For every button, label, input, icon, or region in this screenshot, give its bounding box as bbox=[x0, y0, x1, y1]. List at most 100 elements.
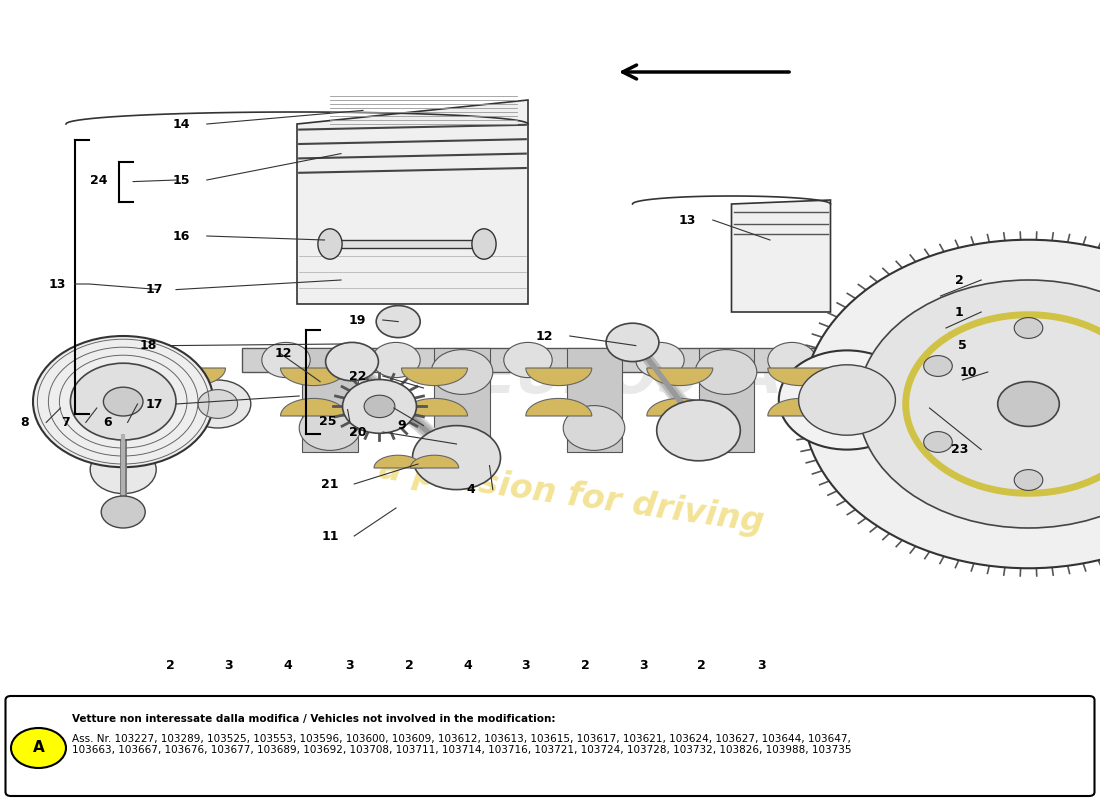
Circle shape bbox=[376, 306, 420, 338]
Circle shape bbox=[657, 400, 740, 461]
Circle shape bbox=[90, 446, 156, 494]
FancyBboxPatch shape bbox=[6, 696, 1094, 796]
Text: 14: 14 bbox=[173, 118, 190, 130]
Circle shape bbox=[326, 342, 378, 381]
Polygon shape bbox=[160, 368, 226, 386]
Text: 2: 2 bbox=[405, 659, 414, 672]
Circle shape bbox=[11, 728, 66, 768]
Circle shape bbox=[636, 342, 684, 378]
Text: a passion for driving: a passion for driving bbox=[377, 453, 767, 539]
Text: 3: 3 bbox=[345, 659, 354, 672]
Circle shape bbox=[858, 280, 1100, 528]
Text: 10: 10 bbox=[959, 366, 977, 378]
Text: 18: 18 bbox=[140, 339, 157, 352]
Ellipse shape bbox=[318, 229, 342, 259]
Circle shape bbox=[504, 342, 552, 378]
Circle shape bbox=[563, 406, 625, 450]
Text: 2: 2 bbox=[697, 659, 706, 672]
Circle shape bbox=[185, 380, 251, 428]
Circle shape bbox=[70, 363, 176, 440]
Ellipse shape bbox=[472, 229, 496, 259]
Text: 3: 3 bbox=[757, 659, 766, 672]
Circle shape bbox=[412, 426, 500, 490]
Circle shape bbox=[431, 350, 493, 394]
Text: Ass. Nr. 103227, 103289, 103525, 103553, 103596, 103600, 103609, 103612, 103613,: Ass. Nr. 103227, 103289, 103525, 103553,… bbox=[72, 734, 851, 755]
Text: 23: 23 bbox=[950, 443, 968, 456]
Circle shape bbox=[342, 379, 417, 434]
Circle shape bbox=[606, 323, 659, 362]
Text: 21: 21 bbox=[321, 478, 339, 490]
Text: Vetture non interessate dalla modifica / Vehicles not involved in the modificati: Vetture non interessate dalla modifica /… bbox=[72, 714, 556, 723]
Polygon shape bbox=[768, 368, 834, 386]
Text: 7: 7 bbox=[62, 416, 70, 429]
Text: 24: 24 bbox=[90, 174, 108, 186]
Text: 2: 2 bbox=[581, 659, 590, 672]
Circle shape bbox=[1014, 470, 1043, 490]
Text: 16: 16 bbox=[173, 230, 190, 242]
Polygon shape bbox=[526, 398, 592, 416]
Circle shape bbox=[364, 395, 395, 418]
Circle shape bbox=[103, 387, 143, 416]
Text: 12: 12 bbox=[275, 347, 293, 360]
Circle shape bbox=[799, 365, 895, 435]
Text: 13: 13 bbox=[48, 278, 66, 290]
Text: 4: 4 bbox=[284, 659, 293, 672]
Polygon shape bbox=[732, 200, 830, 312]
Text: 12: 12 bbox=[536, 330, 553, 342]
Polygon shape bbox=[768, 398, 834, 416]
Text: 5: 5 bbox=[958, 339, 967, 352]
Circle shape bbox=[768, 342, 816, 378]
Circle shape bbox=[924, 355, 953, 376]
Circle shape bbox=[695, 350, 757, 394]
Text: 9: 9 bbox=[397, 419, 406, 432]
Circle shape bbox=[779, 350, 915, 450]
Circle shape bbox=[803, 240, 1100, 568]
Polygon shape bbox=[402, 368, 468, 386]
Text: 22: 22 bbox=[349, 370, 366, 382]
Polygon shape bbox=[402, 398, 468, 416]
Circle shape bbox=[262, 342, 310, 378]
Circle shape bbox=[924, 432, 953, 453]
Text: 17: 17 bbox=[145, 398, 163, 410]
Text: 4: 4 bbox=[463, 659, 472, 672]
Circle shape bbox=[101, 496, 145, 528]
Text: 2: 2 bbox=[166, 659, 175, 672]
Polygon shape bbox=[410, 455, 459, 468]
Text: 19: 19 bbox=[349, 314, 366, 326]
Text: 17: 17 bbox=[145, 283, 163, 296]
Circle shape bbox=[299, 406, 361, 450]
Circle shape bbox=[1014, 318, 1043, 338]
Text: 1: 1 bbox=[955, 306, 964, 318]
Text: 3: 3 bbox=[224, 659, 233, 672]
Text: 4: 4 bbox=[466, 483, 475, 496]
Text: 6: 6 bbox=[103, 416, 112, 429]
Text: EUROSPARES: EUROSPARES bbox=[476, 347, 910, 405]
Polygon shape bbox=[302, 348, 358, 452]
Polygon shape bbox=[434, 348, 490, 452]
Polygon shape bbox=[280, 368, 346, 386]
Circle shape bbox=[198, 390, 238, 418]
Polygon shape bbox=[526, 368, 592, 386]
Circle shape bbox=[998, 382, 1059, 426]
Polygon shape bbox=[647, 368, 713, 386]
Polygon shape bbox=[280, 398, 346, 416]
Polygon shape bbox=[242, 348, 858, 372]
Text: 11: 11 bbox=[321, 530, 339, 542]
Polygon shape bbox=[374, 455, 422, 468]
Text: 25: 25 bbox=[319, 415, 337, 428]
Text: 13: 13 bbox=[679, 214, 696, 226]
Text: A: A bbox=[33, 741, 44, 755]
Circle shape bbox=[372, 342, 420, 378]
Polygon shape bbox=[698, 348, 754, 452]
Polygon shape bbox=[566, 348, 621, 452]
Polygon shape bbox=[330, 240, 484, 248]
Text: 15: 15 bbox=[173, 174, 190, 186]
Text: 8: 8 bbox=[20, 416, 29, 429]
Text: 3: 3 bbox=[639, 659, 648, 672]
Text: 3: 3 bbox=[521, 659, 530, 672]
Polygon shape bbox=[297, 100, 528, 304]
Polygon shape bbox=[647, 398, 713, 416]
Text: 2: 2 bbox=[955, 274, 964, 286]
Text: 20: 20 bbox=[349, 426, 366, 438]
Polygon shape bbox=[160, 398, 226, 416]
